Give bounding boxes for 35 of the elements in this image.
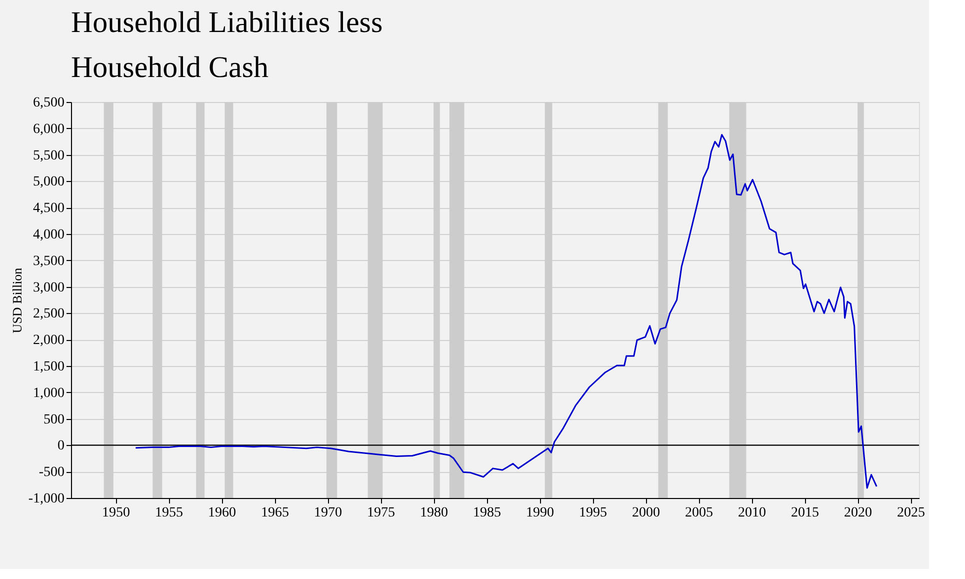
x-tick-label: 1955: [155, 506, 184, 520]
x-tick-label: 2005: [685, 506, 714, 520]
x-tick-label: 2015: [791, 506, 820, 520]
chart-title: Household Liabilities less Household Cash: [71, 6, 383, 84]
x-tick-label: 1965: [261, 506, 290, 520]
y-tick-label: -500: [38, 465, 64, 480]
y-tick-label: 4,500: [33, 201, 64, 216]
y-tick-label: 3,000: [33, 280, 64, 296]
x-tick-label: 2020: [844, 506, 872, 520]
x-tick-label: 1995: [579, 506, 608, 520]
x-tick-label: 1950: [102, 506, 130, 520]
x-tick-label: 1980: [420, 506, 448, 520]
y-tick-label: 6,000: [33, 122, 64, 137]
y-tick-label: 500: [44, 412, 64, 428]
y-tick-label: -1,000: [28, 492, 64, 506]
y-tick-label: 2,500: [33, 306, 64, 322]
y-tick-label: 4,000: [33, 228, 64, 242]
x-tick-label: 1960: [208, 506, 236, 520]
x-tick-label: 1975: [367, 506, 396, 520]
y-tick-label: 5,500: [33, 148, 64, 164]
y-tick-label: 1,500: [33, 360, 64, 374]
x-tick-label: 2010: [738, 506, 766, 520]
y-tick-label: 2,000: [33, 333, 64, 348]
x-tick-label: 1985: [473, 506, 502, 520]
y-tick-label: 3,500: [33, 254, 64, 269]
y-tick-label: 0: [58, 438, 64, 454]
line-series: [134, 134, 878, 489]
x-tick-label: 1970: [314, 506, 342, 520]
y-tick-label: 6,500: [33, 96, 64, 110]
x-tick-label: 1990: [526, 506, 554, 520]
y-tick-label: 1,000: [33, 386, 64, 401]
x-tick-label: 2000: [632, 506, 660, 520]
x-tick-label: 2025: [897, 506, 926, 520]
y-tick-label: 5,000: [33, 174, 64, 190]
y-axis-title: USD Billion: [9, 267, 24, 334]
